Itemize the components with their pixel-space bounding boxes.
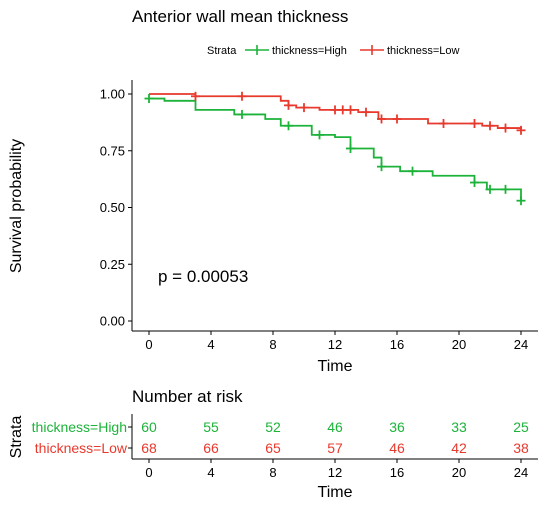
x-tick-label: 24: [514, 337, 528, 352]
censor-mark: [392, 114, 402, 124]
x-tick-label: 20: [452, 337, 466, 352]
risk-value: 57: [327, 440, 343, 456]
risk-value: 68: [141, 440, 157, 456]
censor-mark: [315, 130, 324, 140]
risk-value: 60: [141, 419, 157, 435]
risk-value: 52: [265, 419, 281, 435]
censor-mark: [485, 184, 495, 194]
x-tick-label: 0: [145, 465, 152, 480]
censor-mark: [470, 119, 479, 129]
censor-mark: [284, 100, 293, 110]
censor-mark: [377, 114, 386, 124]
legend-title: Strata: [207, 45, 237, 57]
x-tick-label: 12: [328, 337, 342, 352]
x-tick-label: 8: [269, 337, 276, 352]
censor-mark: [516, 196, 526, 206]
risk-rows: thickness=High 60 55 52 46 36 33 25 thickness=Lo…: [32, 419, 529, 456]
risk-table-title: Number at risk: [132, 387, 243, 406]
p-value-annotation: p = 0.00053: [158, 267, 248, 286]
legend-item-low: thickness=Low: [360, 45, 460, 57]
censor-mark: [501, 184, 510, 194]
y-tick-label: 0.25: [100, 257, 125, 272]
censor-mark: [516, 125, 526, 135]
legend-item-high: thickness=High: [245, 45, 347, 57]
censor-mark: [346, 143, 355, 153]
risk-value: 55: [203, 419, 219, 435]
survival-curve-high: [149, 97, 522, 201]
censor-mark: [485, 121, 495, 131]
risk-table: Number at risk thickness=High 60 55 52 46 36 3…: [8, 387, 538, 501]
survival-curves: [144, 91, 526, 206]
risk-y-axis-label: Strata: [8, 416, 25, 459]
risk-value: 42: [451, 440, 467, 456]
censor-mark: [408, 166, 417, 176]
censor-mark: [299, 103, 309, 113]
y-tick-label: 0.75: [100, 143, 125, 158]
censor-mark: [377, 162, 386, 172]
x-axis-label: Time: [318, 358, 353, 375]
chart-title: Anterior wall mean thickness: [132, 7, 348, 26]
x-tick-label: 16: [390, 337, 404, 352]
risk-x-axis-label: Time: [318, 484, 353, 501]
censor-mark: [501, 123, 510, 133]
risk-x-ticks: 0 4 8 12 16 20 24: [145, 459, 528, 480]
censor-mark: [237, 109, 247, 119]
risk-value: 33: [451, 419, 467, 435]
risk-value: 38: [513, 440, 529, 456]
y-tick-label: 0.50: [100, 200, 125, 215]
x-tick-label: 20: [452, 465, 466, 480]
y-tick-label: 0.00: [100, 314, 125, 329]
risk-value: 36: [389, 419, 405, 435]
x-tick-label: 24: [514, 465, 528, 480]
x-tick-label: 16: [390, 465, 404, 480]
risk-row-label: thickness=Low: [35, 440, 128, 456]
risk-value: 66: [203, 440, 219, 456]
risk-value: 46: [389, 440, 405, 456]
y-axis-label: Survival probability: [8, 139, 25, 273]
censor-mark: [144, 94, 154, 104]
censor-mark: [191, 91, 200, 101]
x-tick-label: 4: [207, 337, 214, 352]
legend-label-high: thickness=High: [272, 45, 347, 57]
censor-mark: [284, 121, 293, 131]
censor-mark: [470, 178, 479, 188]
censor-mark: [330, 105, 340, 115]
legend: Strata thickness=High thickness=Low: [207, 45, 460, 57]
risk-value: 65: [265, 440, 281, 456]
y-ticks: 0.00 0.25 0.50 0.75 1.00: [100, 87, 132, 329]
survival-plot: 0.00 0.25 0.50 0.75 1.00 0 4 8 12 16 20 24 p = 0.0…: [8, 80, 538, 375]
y-tick-label: 1.00: [100, 87, 125, 102]
censor-mark: [237, 91, 247, 101]
censor-mark: [338, 105, 348, 115]
x-tick-label: 12: [328, 465, 342, 480]
censor-mark: [361, 107, 371, 117]
risk-value: 46: [327, 419, 343, 435]
risk-row-label: thickness=High: [32, 419, 127, 435]
censor-mark: [346, 105, 355, 115]
x-tick-label: 0: [145, 337, 152, 352]
censor-mark: [439, 119, 448, 129]
x-ticks: 0 4 8 12 16 20 24: [145, 331, 528, 352]
legend-label-low: thickness=Low: [387, 45, 460, 57]
x-tick-label: 4: [207, 465, 214, 480]
x-tick-label: 8: [269, 465, 276, 480]
risk-value: 25: [513, 419, 529, 435]
